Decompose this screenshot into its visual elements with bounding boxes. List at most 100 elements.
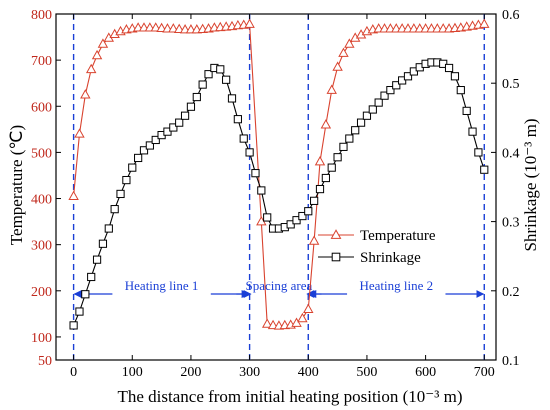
shrinkage-point xyxy=(98,239,108,248)
shrinkage-point xyxy=(450,72,460,81)
shrinkage-point xyxy=(439,59,448,68)
shrinkage-point xyxy=(163,127,172,136)
temperature-point xyxy=(338,47,349,57)
x-tick-label: 0 xyxy=(70,365,77,380)
temperature-point xyxy=(332,61,343,71)
section-guide-lines xyxy=(72,14,485,360)
temperature-point xyxy=(91,49,103,60)
temperature-point xyxy=(303,303,314,313)
section-arrows: Heating line 1 Spacing area Heating line 2 xyxy=(73,278,485,299)
shrinkage-point xyxy=(180,111,190,120)
x-tick-label: 300 xyxy=(239,365,260,380)
shrinkage-point xyxy=(263,213,272,222)
shrinkage-point xyxy=(192,92,201,102)
plot-area xyxy=(55,13,497,361)
shrinkage-point xyxy=(245,148,254,157)
shrinkage-point xyxy=(257,186,266,195)
legend-label: Temperature xyxy=(360,228,436,244)
left-tick-label: 600 xyxy=(31,100,52,115)
left-tick-label: 300 xyxy=(31,239,52,254)
shrinkage-point xyxy=(69,321,78,330)
shrinkage-point xyxy=(204,70,213,79)
series-layer xyxy=(68,18,490,330)
left-tick-label: 800 xyxy=(31,8,52,23)
shrinkage-point xyxy=(145,141,154,150)
shrinkage-point xyxy=(321,173,330,183)
shrinkage-point xyxy=(239,134,248,143)
right-tick-label: 0.2 xyxy=(502,285,520,300)
x-tick-label: 500 xyxy=(356,365,377,380)
temperature-point xyxy=(74,128,85,138)
shrinkage-point xyxy=(315,184,325,194)
temperature-point xyxy=(291,317,302,327)
shrinkage-point xyxy=(222,75,231,84)
legend-label: Shrinkage xyxy=(360,250,421,266)
temperature-point xyxy=(97,38,109,48)
shrinkage-point xyxy=(356,118,366,127)
shrinkage-point xyxy=(251,169,260,178)
x-tick-label: 100 xyxy=(122,365,143,380)
shrinkage-point xyxy=(104,224,113,233)
temperature-point xyxy=(150,22,161,32)
shrinkage-point xyxy=(374,98,383,107)
shrinkage-point xyxy=(368,105,377,114)
shrinkage-point xyxy=(468,127,477,136)
temperature-point xyxy=(320,119,332,129)
temperature-point xyxy=(85,63,97,74)
shrinkage-point xyxy=(409,67,418,76)
shrinkage-point xyxy=(233,115,242,124)
shrinkage-point xyxy=(304,207,313,216)
legend-item-shrinkage: Shrinkage xyxy=(318,250,421,266)
left-tick-label: 700 xyxy=(31,54,52,69)
shrinkage-point xyxy=(116,189,125,199)
x-tick-label: 200 xyxy=(180,365,201,380)
shrinkage-point xyxy=(134,153,143,163)
plot-frame xyxy=(55,13,497,361)
section-label: Heating line 1 xyxy=(125,278,199,293)
shrinkage-point xyxy=(333,153,342,162)
shrinkage-point xyxy=(351,126,360,135)
shrinkage-point xyxy=(128,163,137,172)
legend-marker-square xyxy=(331,252,341,262)
shrinkage-point xyxy=(474,148,483,157)
temperature-point xyxy=(344,38,355,48)
right-tick-label: 0.3 xyxy=(502,216,520,231)
legend-marker-triangle xyxy=(330,229,342,239)
section-label: Heating line 2 xyxy=(359,278,433,293)
tick-layer: 0 100 200 300 400 500 600 700 50 100 200 300 400 500 6… xyxy=(31,8,520,380)
right-axis-title: Shrinkage (10⁻³ m) xyxy=(521,118,540,251)
shrinkage-point xyxy=(92,255,102,264)
shrinkage-point xyxy=(186,102,196,111)
temperature-point xyxy=(156,22,167,33)
x-tick-label: 400 xyxy=(298,365,319,380)
shrinkage-point xyxy=(139,146,149,155)
left-tick-label: 100 xyxy=(31,331,52,346)
shrinkage-point xyxy=(110,205,119,214)
temperature-point xyxy=(244,18,255,28)
shrinkage-point xyxy=(392,81,401,90)
shrinkage-point xyxy=(286,220,295,229)
left-tick-label: 50 xyxy=(38,354,52,369)
shrinkage-point xyxy=(175,118,184,127)
shrinkage-series xyxy=(69,58,489,330)
shrinkage-point xyxy=(122,175,131,185)
temperature-point xyxy=(326,84,337,94)
temperature-series xyxy=(68,18,490,330)
shrinkage-point xyxy=(327,163,336,172)
temperature-point xyxy=(479,18,490,28)
left-tick-label: 400 xyxy=(31,193,52,208)
section-label: Spacing area xyxy=(246,278,313,293)
shrinkage-point xyxy=(198,80,207,89)
shrinkage-point xyxy=(169,123,178,132)
right-tick-label: 0.6 xyxy=(502,8,520,23)
shrinkage-point xyxy=(444,63,454,73)
legend-item-temperature: Temperature xyxy=(318,228,436,244)
left-axis-title: Temperature (℃) xyxy=(7,125,26,245)
x-tick-label: 700 xyxy=(474,365,495,380)
temperature-point xyxy=(68,190,79,200)
temperature-point xyxy=(267,319,279,330)
shrinkage-point xyxy=(292,216,301,225)
temperature-point xyxy=(173,23,185,33)
left-tick-label: 200 xyxy=(31,285,52,300)
